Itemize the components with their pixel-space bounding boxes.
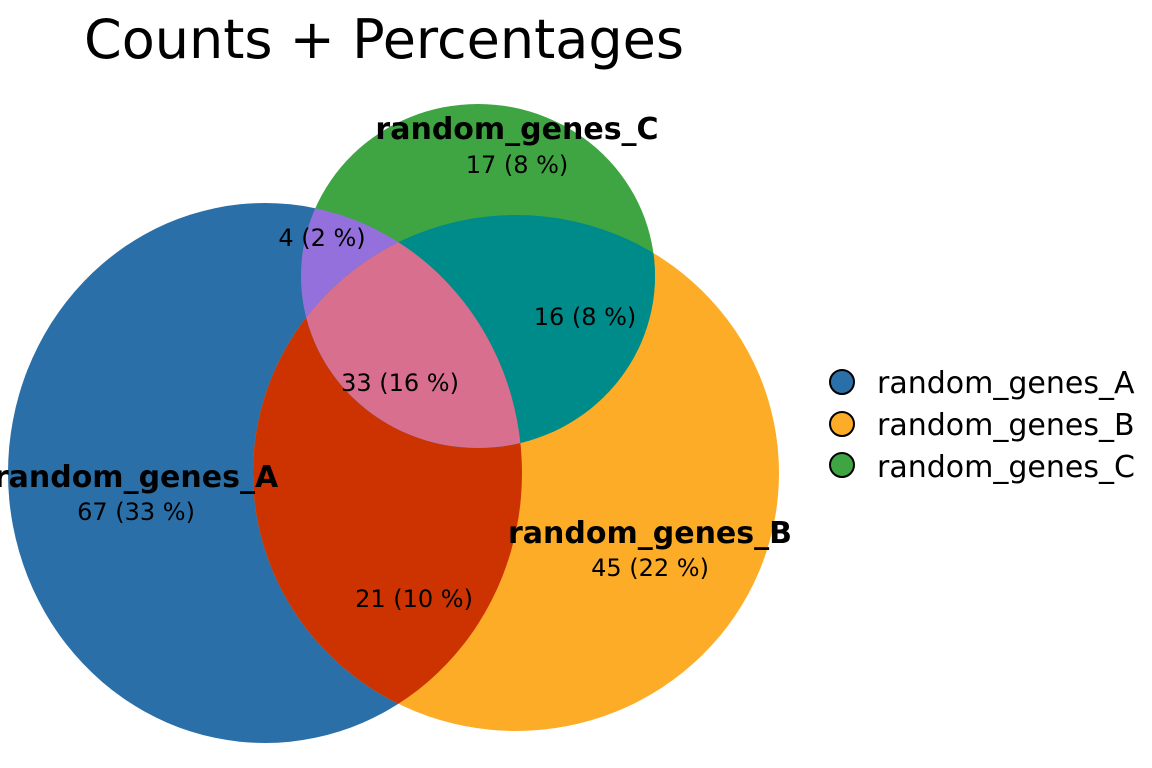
legend-label-b: random_genes_B bbox=[877, 408, 1135, 443]
legend-label-c: random_genes_C bbox=[877, 450, 1135, 485]
legend: random_genes_A random_genes_B random_gen… bbox=[829, 366, 1135, 485]
legend-swatch-a bbox=[829, 369, 855, 395]
set-c-name: random_genes_C bbox=[375, 112, 658, 147]
overlap-b-c-count: 16 (8 %) bbox=[534, 303, 637, 331]
overlap-a-c-count: 4 (2 %) bbox=[278, 224, 365, 252]
legend-label-a: random_genes_A bbox=[877, 366, 1135, 401]
overlap-a-b-c-count: 33 (16 %) bbox=[341, 369, 459, 397]
set-b-name: random_genes_B bbox=[508, 516, 792, 551]
set-a-name: random_genes_A bbox=[0, 460, 279, 495]
set-a-count: 67 (33 %) bbox=[77, 498, 195, 526]
set-b-count: 45 (22 %) bbox=[591, 554, 709, 582]
legend-swatch-b bbox=[829, 411, 855, 437]
legend-swatch-c bbox=[829, 452, 855, 478]
overlap-a-b-count: 21 (10 %) bbox=[355, 585, 473, 613]
chart-title: Counts + Percentages bbox=[84, 8, 684, 71]
set-c-count: 17 (8 %) bbox=[466, 151, 569, 179]
